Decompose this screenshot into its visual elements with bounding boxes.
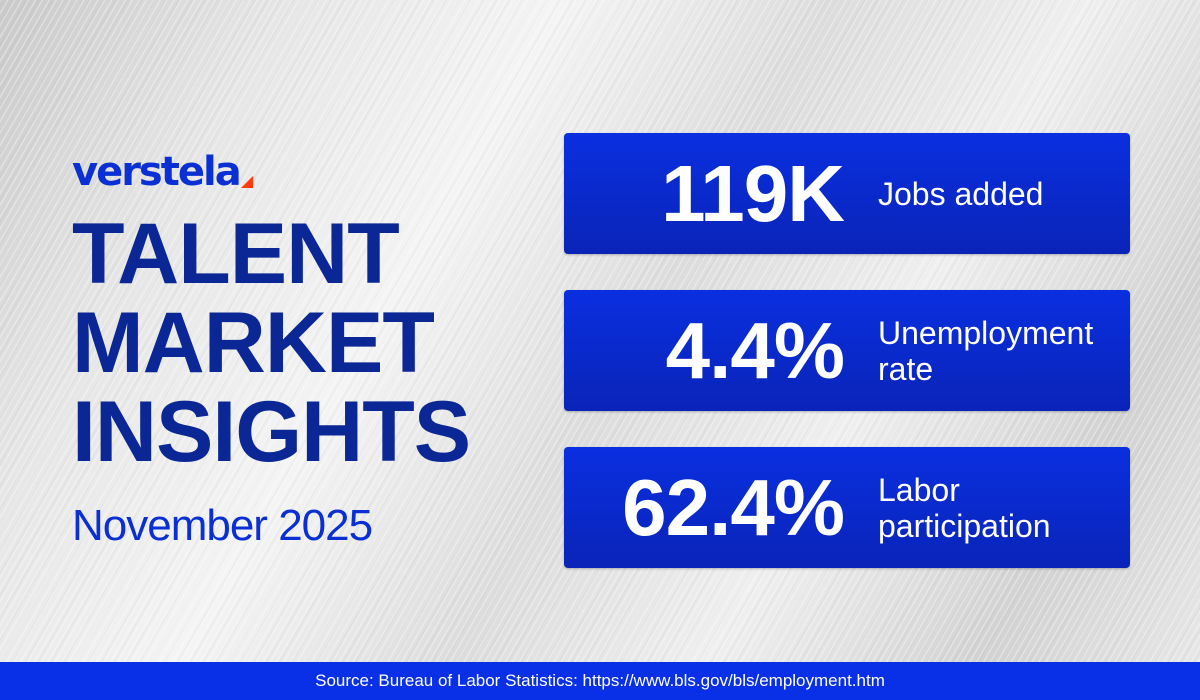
stat-label: Labor participation	[878, 471, 1051, 544]
title-block: verstela TALENT MARKET INSIGHTS November…	[72, 140, 532, 551]
title-line-1: TALENT	[72, 206, 400, 302]
stat-value: 62.4%	[622, 462, 845, 552]
report-date: November 2025	[72, 501, 373, 550]
stat-label: Jobs added	[878, 175, 1044, 212]
stat-value: 119K	[661, 148, 845, 238]
stat-label: Unemployment rate	[878, 314, 1094, 387]
page-title: TALENT MARKET INSIGHTS	[72, 210, 532, 477]
source-footer: Source: Bureau of Labor Statistics: http…	[0, 662, 1200, 700]
orange-triangle-icon	[240, 176, 253, 188]
title-line-3: INSIGHTS	[72, 384, 471, 480]
stat-card-labor-participation: 62.4% Labor participation	[564, 447, 1130, 568]
source-citation: Source: Bureau of Labor Statistics: http…	[315, 671, 885, 690]
stats-panel: 119K Jobs added 4.4% Unemployment rate 6…	[564, 133, 1130, 604]
stat-card-unemployment-rate: 4.4% Unemployment rate	[564, 290, 1130, 411]
stat-card-jobs-added: 119K Jobs added	[564, 133, 1130, 254]
stat-value: 4.4%	[665, 305, 845, 395]
brand-logo: verstela	[72, 140, 532, 192]
brand-name: verstela	[72, 149, 242, 195]
title-line-2: MARKET	[72, 295, 435, 391]
